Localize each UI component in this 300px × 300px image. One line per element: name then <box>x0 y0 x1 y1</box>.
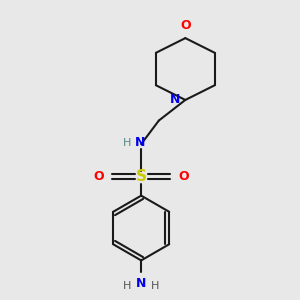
Text: N: N <box>136 277 146 290</box>
Text: H: H <box>123 281 132 291</box>
Text: H: H <box>123 138 132 148</box>
Text: O: O <box>180 19 190 32</box>
Text: O: O <box>178 170 189 183</box>
Text: O: O <box>94 170 104 183</box>
Text: S: S <box>136 169 147 184</box>
Text: H: H <box>151 281 159 291</box>
Text: N: N <box>170 93 180 106</box>
Text: N: N <box>134 136 145 149</box>
